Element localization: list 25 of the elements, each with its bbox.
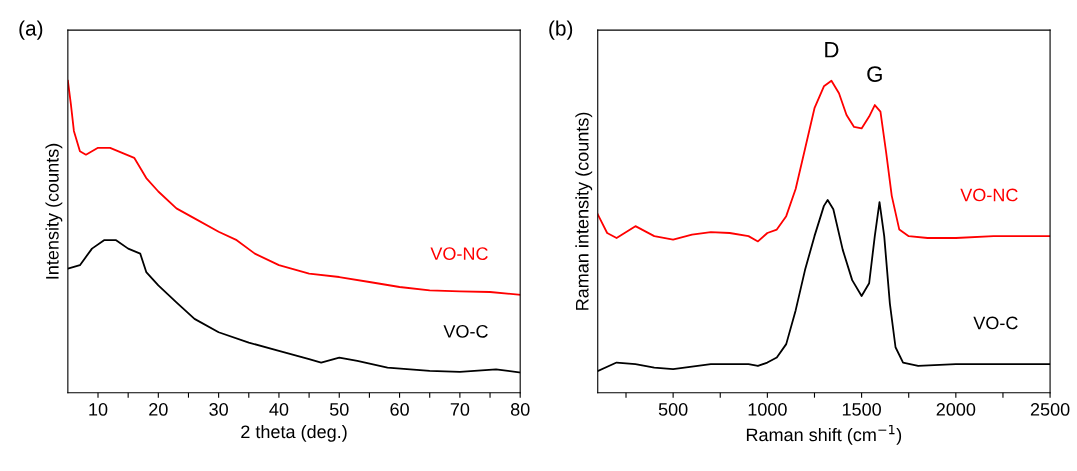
text: (a) — [19, 20, 43, 40]
x-tick-label: 1500 — [842, 403, 881, 416]
series-label: VO-C — [973, 316, 1018, 330]
x-tick-label: 10 — [89, 403, 108, 416]
x-axis-title: 2 theta (deg.) — [241, 424, 347, 442]
text: D — [825, 42, 839, 58]
x-tick-label: 30 — [209, 403, 228, 416]
x-tick-label: 40 — [269, 403, 289, 416]
y-axis-title: Intensity (counts) — [45, 143, 63, 279]
x-tick-label: 50 — [329, 403, 349, 416]
x-tick-label: 70 — [450, 403, 470, 416]
annotation: G — [867, 66, 882, 82]
x-tick-label: 2000 — [936, 403, 976, 416]
x-tick-label: 80 — [510, 403, 530, 416]
x-tick-label: 60 — [390, 403, 409, 416]
series-label: VO-NC — [960, 188, 1018, 202]
x-tick-label: 2500 — [1030, 403, 1070, 416]
series-label: VO-C — [443, 324, 488, 338]
text: (b) — [549, 20, 573, 40]
x-tick-label: 500 — [658, 403, 688, 416]
x-tick-label: 20 — [149, 403, 168, 416]
y-axis-title: Raman intensity (counts) — [575, 112, 593, 310]
x-axis-title: Raman shift (cm$^{−1}$) — [746, 424, 902, 445]
x-tick-label: 1000 — [748, 403, 787, 416]
series-label: VO-NC — [430, 247, 488, 261]
